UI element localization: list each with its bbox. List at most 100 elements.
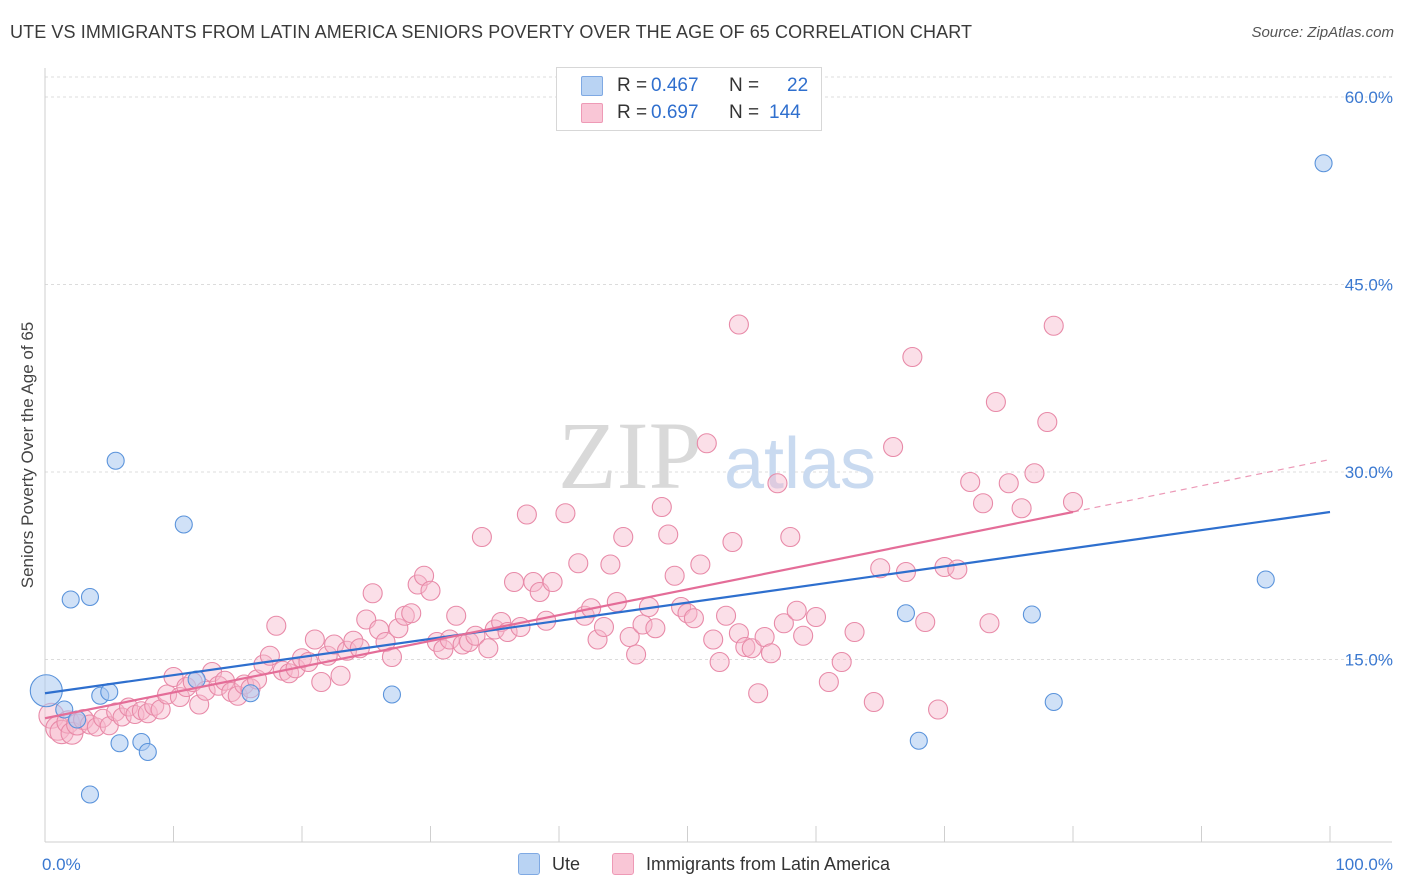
legend-n-value: 144 (769, 102, 801, 123)
immigrants-point (401, 603, 422, 624)
immigrants-point (722, 531, 743, 553)
immigrants-point (1037, 411, 1058, 433)
immigrants-point (568, 553, 589, 574)
y-tick-label: 15.0% (1345, 651, 1393, 670)
legend-row-immigrants: R = 0.697 N = 144 (581, 101, 801, 125)
immigrants-point (587, 629, 608, 650)
source-label: Source: ZipAtlas.com (1251, 24, 1394, 41)
immigrants-point (767, 473, 788, 494)
immigrants-point (619, 626, 640, 648)
immigrants-point (998, 473, 1019, 494)
bottom-legend-label-immigrants: Immigrants from Latin America (646, 853, 891, 874)
immigrants-trend-extension (1072, 458, 1331, 513)
ute-point (138, 742, 157, 762)
immigrants-point (831, 651, 852, 673)
gridlines (45, 76, 1392, 660)
immigrants-point (960, 471, 981, 493)
legend-n-label: N = (729, 75, 760, 96)
immigrants-point (696, 433, 717, 454)
immigrants-point (503, 571, 525, 593)
immigrants-point (613, 526, 634, 548)
immigrants-point (709, 651, 730, 673)
immigrants-point (690, 554, 711, 575)
immigrants-point (1062, 491, 1084, 513)
watermark-zip: ZIP (558, 402, 702, 509)
ute-point (241, 684, 260, 703)
immigrants-point (1011, 498, 1032, 519)
ute-point (1044, 692, 1063, 712)
bottom-legend-immigrants: Immigrants from Latin America (612, 852, 890, 876)
tick-labels: 15.0% 30.0% 45.0% 60.0% 0.0% 100.0% (42, 88, 1393, 874)
immigrants-point (844, 621, 865, 643)
immigrants-point (651, 496, 672, 518)
y-tick-label: 60.0% (1345, 88, 1393, 107)
x-tick-label: 0.0% (42, 855, 81, 874)
immigrants-point (593, 616, 615, 638)
immigrants-point (414, 565, 435, 586)
immigrants-point (381, 646, 403, 668)
immigrants-point (915, 611, 936, 633)
immigrants-point (324, 634, 345, 655)
immigrants-point (446, 605, 467, 626)
immigrants-point (985, 391, 1006, 413)
chart-title: UTE VS IMMIGRANTS FROM LATIN AMERICA SEN… (10, 22, 973, 42)
immigrants-point (471, 526, 492, 548)
x-tick-label: 100.0% (1335, 855, 1393, 874)
immigrants-point (870, 558, 891, 579)
immigrants-point (311, 671, 332, 693)
correlation-legend: R = 0.467 N = 22 R = 0.697 N = 144 (556, 67, 822, 131)
immigrants-point (304, 629, 325, 650)
y-tick-label: 45.0% (1345, 276, 1393, 295)
immigrants-point (330, 665, 351, 686)
immigrants-point (786, 600, 807, 621)
immigrants-trend-line (44, 510, 1074, 720)
axes (44, 68, 1392, 843)
immigrants-point (658, 524, 679, 545)
immigrants-point (760, 643, 782, 664)
ute-point (110, 734, 129, 753)
immigrants-point (818, 671, 839, 693)
immigrants-point (902, 346, 923, 368)
immigrants-point (645, 618, 666, 639)
bottom-legend-label-ute: Ute (552, 853, 581, 874)
bottom-legend-swatch-immigrants (612, 853, 634, 875)
immigrants-point (805, 606, 827, 628)
immigrants-point (715, 605, 737, 626)
immigrants-point (793, 625, 814, 646)
ute-point (1022, 605, 1041, 624)
bottom-legend-ute: Ute (518, 852, 580, 876)
ute-point (1256, 570, 1275, 589)
legend-r-value: 0.697 (651, 102, 699, 123)
ute-point (61, 590, 80, 609)
immigrants-point (1024, 463, 1045, 484)
trend-lines (44, 458, 1331, 720)
immigrants-point (362, 583, 383, 604)
immigrants-point (703, 629, 724, 650)
y-tick-label: 30.0% (1345, 463, 1393, 482)
ute-point (80, 587, 100, 607)
ute-points (29, 154, 1333, 804)
immigrants-point (542, 571, 563, 593)
watermark: ZIP atlas (558, 402, 876, 509)
bottom-legend-swatch-ute (518, 853, 540, 875)
immigrants-point (928, 699, 949, 720)
immigrants-point (516, 504, 537, 525)
legend-r-value: 0.467 (651, 75, 699, 96)
ute-point (1314, 154, 1333, 173)
immigrants-point (863, 691, 884, 713)
immigrants-point (1043, 315, 1064, 336)
immigrants-point (780, 526, 801, 548)
immigrants-point (266, 615, 287, 636)
legend-n-value: 22 (787, 75, 809, 96)
ute-point (896, 604, 916, 623)
immigrants-point (433, 639, 454, 660)
immigrants-point (728, 314, 749, 335)
legend-row-ute: R = 0.467 N = 22 (581, 74, 808, 98)
immigrants-point (600, 554, 621, 575)
ute-point (174, 515, 193, 534)
immigrants-point (883, 436, 904, 458)
immigrants-point (478, 638, 499, 659)
immigrants-point (555, 503, 576, 524)
immigrants-point (664, 565, 685, 586)
immigrants-point (150, 699, 171, 720)
